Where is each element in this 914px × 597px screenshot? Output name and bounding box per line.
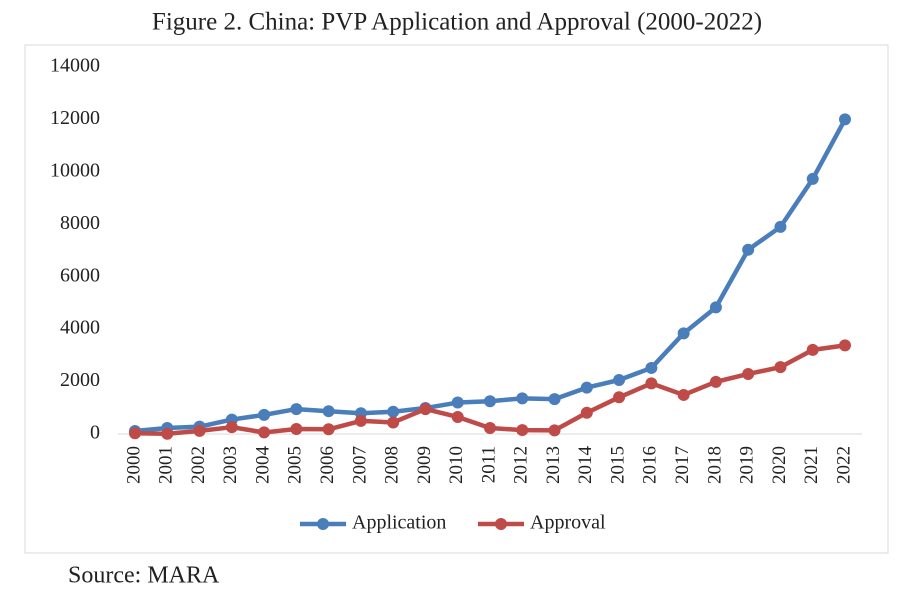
point-marker (548, 393, 561, 406)
point-marker (709, 301, 722, 314)
chart-title: Figure 2. China: PVP Application and App… (152, 9, 762, 36)
point-marker (322, 405, 335, 418)
x-tick-label: 2002 (188, 446, 209, 484)
legend-marker (317, 518, 329, 530)
x-tick-label: 2011 (478, 446, 499, 483)
series-line (134, 118, 847, 434)
point-marker (419, 403, 432, 416)
x-tick-label: 2020 (769, 446, 790, 484)
x-tick-label: 2000 (123, 446, 144, 484)
point-marker (613, 373, 626, 386)
point-marker (774, 220, 787, 233)
x-tick-label: 2012 (511, 446, 532, 484)
x-tick-label: 2013 (543, 446, 564, 484)
point-marker (129, 427, 141, 440)
point-marker (290, 403, 303, 416)
point-marker (677, 327, 690, 340)
point-marker (580, 406, 593, 419)
x-tick-label: 2008 (382, 446, 403, 484)
point-marker (193, 424, 206, 437)
x-tick-label: 2022 (833, 446, 854, 484)
y-tick-label: 10000 (50, 159, 100, 181)
point-marker (354, 414, 367, 427)
x-tick-label: 2007 (349, 446, 370, 484)
legend-marker (495, 518, 507, 530)
x-tick-label: 2004 (252, 446, 273, 485)
x-tick-label: 2016 (640, 446, 661, 484)
x-tick-label: 2019 (737, 446, 758, 484)
point-marker (387, 416, 400, 429)
x-tick-label: 2021 (801, 446, 822, 484)
y-tick-label: 0 (90, 422, 100, 444)
x-tick-label: 2014 (575, 446, 596, 485)
point-marker (161, 427, 174, 440)
series-line (134, 343, 846, 436)
y-tick-label: 6000 (60, 264, 100, 286)
point-marker (774, 361, 787, 374)
point-marker (645, 361, 658, 374)
point-marker (580, 381, 593, 394)
y-tick-label: 14000 (50, 55, 100, 77)
point-marker (290, 423, 303, 436)
point-marker (645, 377, 658, 390)
x-tick-label: 2003 (220, 446, 241, 484)
point-marker (742, 243, 755, 256)
chart-frame (24, 44, 889, 554)
point-marker (258, 426, 271, 439)
y-tick-label: 12000 (50, 107, 100, 129)
x-tick-label: 2005 (285, 446, 306, 484)
x-tick-label: 2009 (414, 446, 435, 484)
point-marker (709, 375, 722, 388)
x-tick-label: 2001 (156, 446, 177, 484)
point-marker (806, 172, 819, 185)
x-tick-label: 2010 (446, 446, 467, 484)
point-marker (806, 343, 819, 356)
x-tick-label: 2006 (317, 446, 338, 484)
point-marker (742, 367, 755, 380)
x-tick-label: 2017 (672, 446, 693, 484)
point-marker (839, 339, 851, 352)
point-marker (322, 423, 335, 436)
x-tick-label: 2018 (704, 446, 725, 484)
point-marker (387, 405, 400, 418)
y-tick-label: 4000 (60, 317, 100, 339)
legend-label: Approval (530, 512, 606, 534)
y-tick-label: 2000 (60, 369, 100, 391)
point-marker (839, 113, 851, 126)
point-marker (516, 392, 529, 405)
point-marker (516, 424, 529, 437)
legend-label: Application (352, 512, 446, 534)
point-marker (677, 388, 690, 401)
x-tick-label: 2015 (607, 446, 628, 484)
point-marker (613, 391, 626, 404)
point-marker (225, 421, 238, 434)
point-marker (258, 408, 271, 421)
point-marker (548, 424, 561, 437)
point-marker (484, 421, 496, 434)
point-marker (451, 410, 464, 423)
point-marker (484, 395, 496, 408)
y-tick-label: 8000 (60, 212, 100, 234)
point-marker (451, 396, 464, 409)
source-note: Source: MARA (68, 563, 220, 589)
